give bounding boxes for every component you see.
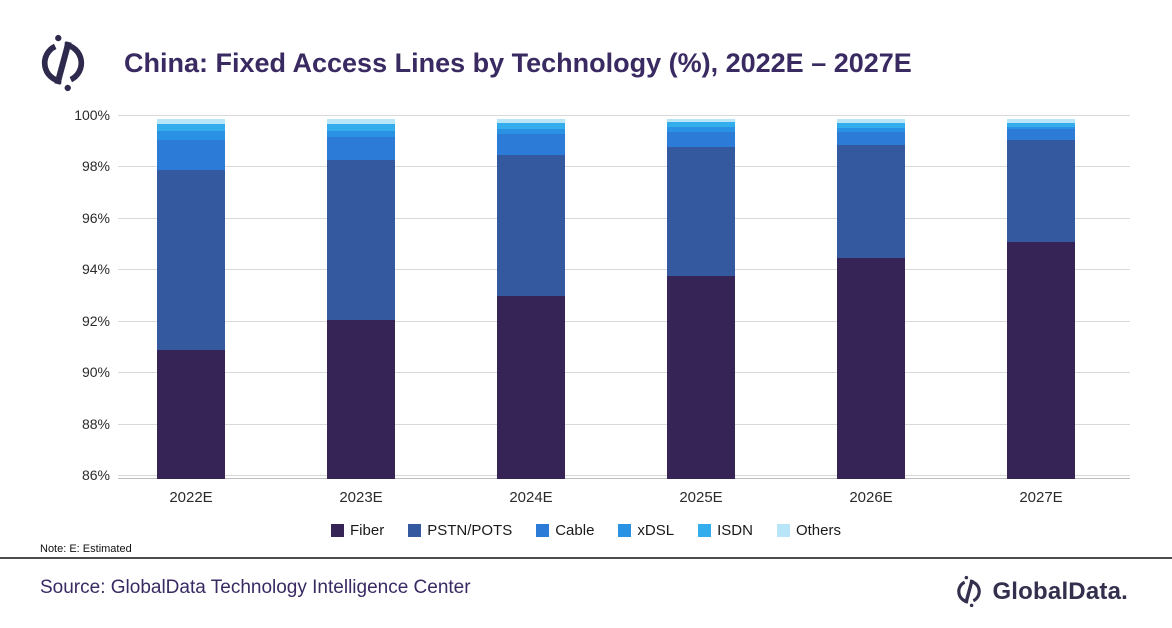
bar-segment-isdn-2025E [667, 121, 735, 127]
y-tick-label-94: 94% [81, 261, 110, 278]
gridline-92 [118, 320, 1130, 322]
legend-label: Fiber [350, 522, 385, 539]
bar-segment-pstn-pots-2024E [497, 155, 565, 297]
legend-item-pstn-pots: PSTN/POTS [408, 522, 512, 539]
bar-segment-cable-2025E [667, 131, 735, 148]
bar-segment-cable-2023E [327, 137, 395, 161]
y-tick-label-86: 86% [81, 467, 110, 483]
y-tick-label-98: 98% [81, 158, 110, 175]
bar-segment-fiber-2027E [1007, 242, 1075, 479]
source-attribution: Source: GlobalData Technology Intelligen… [40, 577, 471, 598]
bar-2023E [327, 115, 395, 479]
bar-segment-others-2022E [157, 119, 225, 125]
globaldata-logo-icon [957, 575, 982, 608]
chart-legend: Fiber PSTN/POTS Cable xDSL ISDN Others [0, 522, 1172, 539]
bar-segment-isdn-2022E [157, 124, 225, 131]
bar-segment-xdsl-2027E [1007, 126, 1075, 130]
stacked-bar-chart [118, 115, 1130, 479]
bar-segment-cable-2027E [1007, 129, 1075, 140]
bar-segment-isdn-2026E [837, 122, 905, 128]
y-tick-label-90: 90% [81, 364, 110, 381]
bar-segment-pstn-pots-2027E [1007, 139, 1075, 243]
legend-label: ISDN [717, 522, 753, 539]
bar-segment-others-2027E [1007, 119, 1075, 123]
gridline-90 [118, 372, 1130, 374]
bar-segment-fiber-2023E [327, 319, 395, 479]
y-tick-label-88: 88% [81, 415, 110, 432]
chart-note: Note: E: Estimated [40, 543, 132, 555]
bar-2025E [667, 115, 735, 479]
x-tick-label-2024E: 2024E [509, 489, 553, 506]
legend-label: xDSL [637, 522, 675, 539]
legend-label: PSTN/POTS [427, 522, 513, 539]
bar-segment-others-2024E [497, 119, 565, 123]
gridline-88 [118, 423, 1130, 425]
bar-segment-xdsl-2024E [497, 129, 565, 135]
gridline-94 [118, 269, 1130, 271]
bar-segment-pstn-pots-2023E [327, 160, 395, 320]
bar-segment-xdsl-2026E [837, 128, 905, 132]
bar-segment-cable-2022E [157, 139, 225, 171]
brand-wordmark: GlobalData. [992, 577, 1128, 605]
page-title: China: Fixed Access Lines by Technology … [124, 48, 912, 78]
y-tick-label-100: 100% [74, 107, 110, 123]
bar-2022E [157, 115, 225, 479]
gridline-96 [118, 217, 1130, 219]
x-tick-label-2027E: 2027E [1019, 489, 1063, 506]
footer-divider [0, 557, 1172, 559]
brand-lockup: GlobalData. [954, 572, 1128, 611]
x-tick-label-2022E: 2022E [169, 489, 213, 506]
bar-segment-pstn-pots-2022E [157, 170, 225, 351]
bar-segment-cable-2024E [497, 134, 565, 155]
legend-item-isdn: ISDN [698, 522, 753, 539]
bar-segment-pstn-pots-2026E [837, 144, 905, 258]
legend-swatch-icon [331, 524, 345, 537]
legend-item-cable: Cable [536, 522, 594, 539]
bar-segment-cable-2026E [837, 131, 905, 145]
bar-segment-xdsl-2023E [327, 130, 395, 137]
bar-segment-xdsl-2025E [667, 126, 735, 132]
bar-segment-isdn-2024E [497, 122, 565, 130]
y-tick-label-92: 92% [81, 312, 110, 329]
bar-2027E [1007, 115, 1075, 479]
legend-swatch-icon [536, 524, 550, 537]
bar-segment-others-2023E [327, 119, 395, 125]
legend-swatch-icon [618, 524, 632, 537]
bar-segment-isdn-2023E [327, 124, 395, 131]
bar-segment-pstn-pots-2025E [667, 147, 735, 276]
x-tick-label-2023E: 2023E [339, 489, 383, 506]
legend-label: Cable [555, 522, 595, 539]
bar-segment-xdsl-2022E [157, 130, 225, 140]
bar-segment-fiber-2025E [667, 275, 735, 479]
bar-segment-others-2026E [837, 119, 905, 123]
legend-label: Others [795, 522, 841, 539]
bar-segment-fiber-2022E [157, 350, 225, 479]
bar-segment-fiber-2024E [497, 296, 565, 479]
x-axis-line [118, 478, 1130, 479]
bar-segment-others-2025E [667, 119, 735, 122]
legend-item-fiber: Fiber [331, 522, 384, 539]
gridline-100 [118, 115, 1130, 116]
globaldata-logo-icon [41, 34, 85, 92]
legend-swatch-icon [698, 524, 712, 537]
legend-item-others: Others [776, 522, 841, 539]
legend-item-xdsl: xDSL [618, 522, 674, 539]
x-tick-label-2026E: 2026E [849, 489, 893, 506]
bar-segment-isdn-2027E [1007, 122, 1075, 127]
gridline-86 [118, 475, 1130, 476]
bar-2024E [497, 115, 565, 479]
bar-2026E [837, 115, 905, 479]
gridline-98 [118, 166, 1130, 168]
bar-segment-fiber-2026E [837, 257, 905, 479]
legend-swatch-icon [776, 524, 790, 537]
legend-swatch-icon [408, 524, 422, 537]
x-tick-label-2025E: 2025E [679, 489, 723, 506]
y-tick-label-96: 96% [81, 209, 110, 226]
